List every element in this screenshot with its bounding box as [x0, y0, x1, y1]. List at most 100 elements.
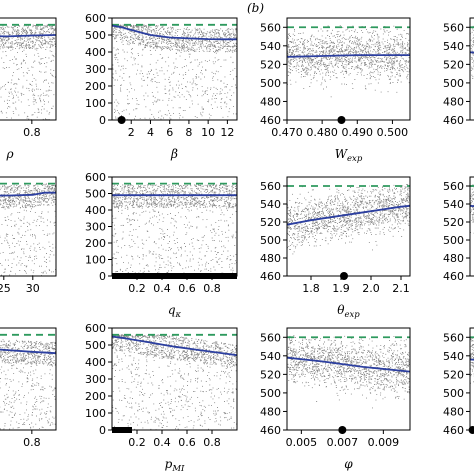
x-tick-label: 4 [147, 126, 154, 139]
y-tick-label: 500 [85, 29, 106, 42]
y-tick-label: 520 [443, 368, 464, 381]
y-tick-label: 200 [85, 390, 106, 403]
nominal-range-band [112, 273, 237, 279]
x-tick-label: 30 [26, 282, 40, 295]
y-tick-label: 300 [85, 63, 106, 76]
x-tick-label: 25 [0, 282, 11, 295]
y-tick-label: 300 [85, 373, 106, 386]
x-tick-label: 0.009 [368, 436, 400, 449]
y-tick-label: 100 [85, 254, 106, 267]
y-tick-label: 500 [85, 188, 106, 201]
panel-frame [469, 327, 474, 431]
trend-line [0, 348, 56, 355]
x-tick-label: 0.470 [271, 126, 303, 139]
y-tick-label: 540 [260, 350, 281, 363]
panel-frame [111, 17, 238, 121]
panel-frame [286, 176, 411, 277]
panel-plot-area [112, 333, 237, 430]
y-tick-label: 500 [260, 234, 281, 247]
scatter-points [112, 184, 237, 276]
x-axis-label: θexp [337, 303, 360, 320]
panel-plot-area [470, 184, 474, 234]
panel-letter-b: (b) [247, 1, 264, 15]
panel-plot-area [287, 335, 410, 409]
y-tick-label: 520 [260, 58, 281, 71]
y-tick-label: 560 [260, 331, 281, 344]
panel-plot-area [0, 333, 56, 430]
x-tick-label: 0.4 [153, 282, 171, 295]
y-tick-label: 480 [443, 95, 464, 108]
panel-frame [469, 17, 474, 121]
nominal-value-marker [117, 116, 126, 124]
x-tick-label: 0.8 [23, 126, 41, 139]
panel-plot-area [0, 182, 56, 276]
x-tick-label: 1.8 [302, 282, 320, 295]
x-tick-label: 2 [128, 126, 135, 139]
panel-plot-area [112, 23, 237, 120]
panel-frame [469, 176, 474, 277]
scatter-points [0, 339, 56, 430]
y-tick-label: 540 [443, 350, 464, 363]
x-tick-label: 0.8 [203, 282, 221, 295]
y-tick-label: 500 [443, 234, 464, 247]
y-tick-label: 540 [260, 198, 281, 211]
y-tick-label: 480 [260, 405, 281, 418]
y-tick-label: 480 [260, 95, 281, 108]
panel-frame [0, 176, 57, 277]
scatter-points [287, 183, 410, 255]
y-tick-label: 480 [443, 252, 464, 265]
x-tick-label: 0.490 [342, 126, 374, 139]
scatter-panel: 0.60.8 [0, 327, 57, 449]
scatter-points [112, 334, 237, 430]
x-tick-label: 6 [166, 126, 173, 139]
x-tick-label: 0.2 [128, 436, 146, 449]
y-tick-label: 520 [443, 216, 464, 229]
y-tick-label: 600 [85, 171, 106, 184]
y-tick-label: 460 [443, 270, 464, 283]
trend-line [0, 34, 56, 38]
x-tick-label: 0.6 [178, 436, 196, 449]
x-tick-label: 0.007 [327, 436, 359, 449]
trend-line [0, 191, 56, 197]
y-tick-label: 460 [260, 424, 281, 437]
trend-line [287, 204, 410, 226]
x-axis-label: qκ [168, 303, 182, 320]
x-tick-label: 12 [220, 126, 234, 139]
scatter-points [0, 183, 56, 276]
scatter-panel: 460 480 500 520 540 560 0.005 0.007 0.009 φ [260, 327, 411, 471]
x-tick-label: 2.1 [392, 282, 410, 295]
y-tick-label: 500 [443, 77, 464, 90]
y-tick-label: 540 [443, 198, 464, 211]
trend-line [112, 335, 237, 357]
x-axis-label-partial: ρ [5, 147, 13, 161]
scatter-panel: 0 100 200 300 400 500 600 2 4 6 8 10 12 β [85, 12, 238, 161]
x-axis-label: Wexp [335, 147, 363, 164]
panel-frame [286, 17, 411, 121]
y-tick-label: 520 [260, 216, 281, 229]
y-tick-label: 300 [85, 221, 106, 234]
y-tick-label: 400 [85, 46, 106, 59]
x-tick-label: 2.0 [362, 282, 380, 295]
y-tick-label: 520 [443, 58, 464, 71]
x-tick-label: 8 [185, 126, 192, 139]
scatter-points [470, 25, 474, 79]
y-tick-label: 400 [85, 356, 106, 369]
panel-frame [0, 17, 57, 121]
panel-frame [286, 327, 411, 431]
scatter-panel: 460 480 500 520 540 560 [443, 176, 474, 283]
scatter-panel: 202530 [0, 176, 57, 295]
y-tick-label: 600 [85, 12, 106, 25]
y-tick-label: 500 [85, 339, 106, 352]
y-tick-label: 200 [85, 237, 106, 250]
y-tick-label: 540 [443, 40, 464, 53]
y-tick-label: 460 [260, 114, 281, 127]
panel-plot-area [470, 25, 474, 79]
y-tick-label: 400 [85, 204, 106, 217]
x-axis-label: pMI [165, 457, 185, 474]
scatter-points [287, 25, 410, 98]
y-tick-label: 200 [85, 80, 106, 93]
trend-line [287, 356, 410, 373]
y-tick-label: 560 [260, 180, 281, 193]
